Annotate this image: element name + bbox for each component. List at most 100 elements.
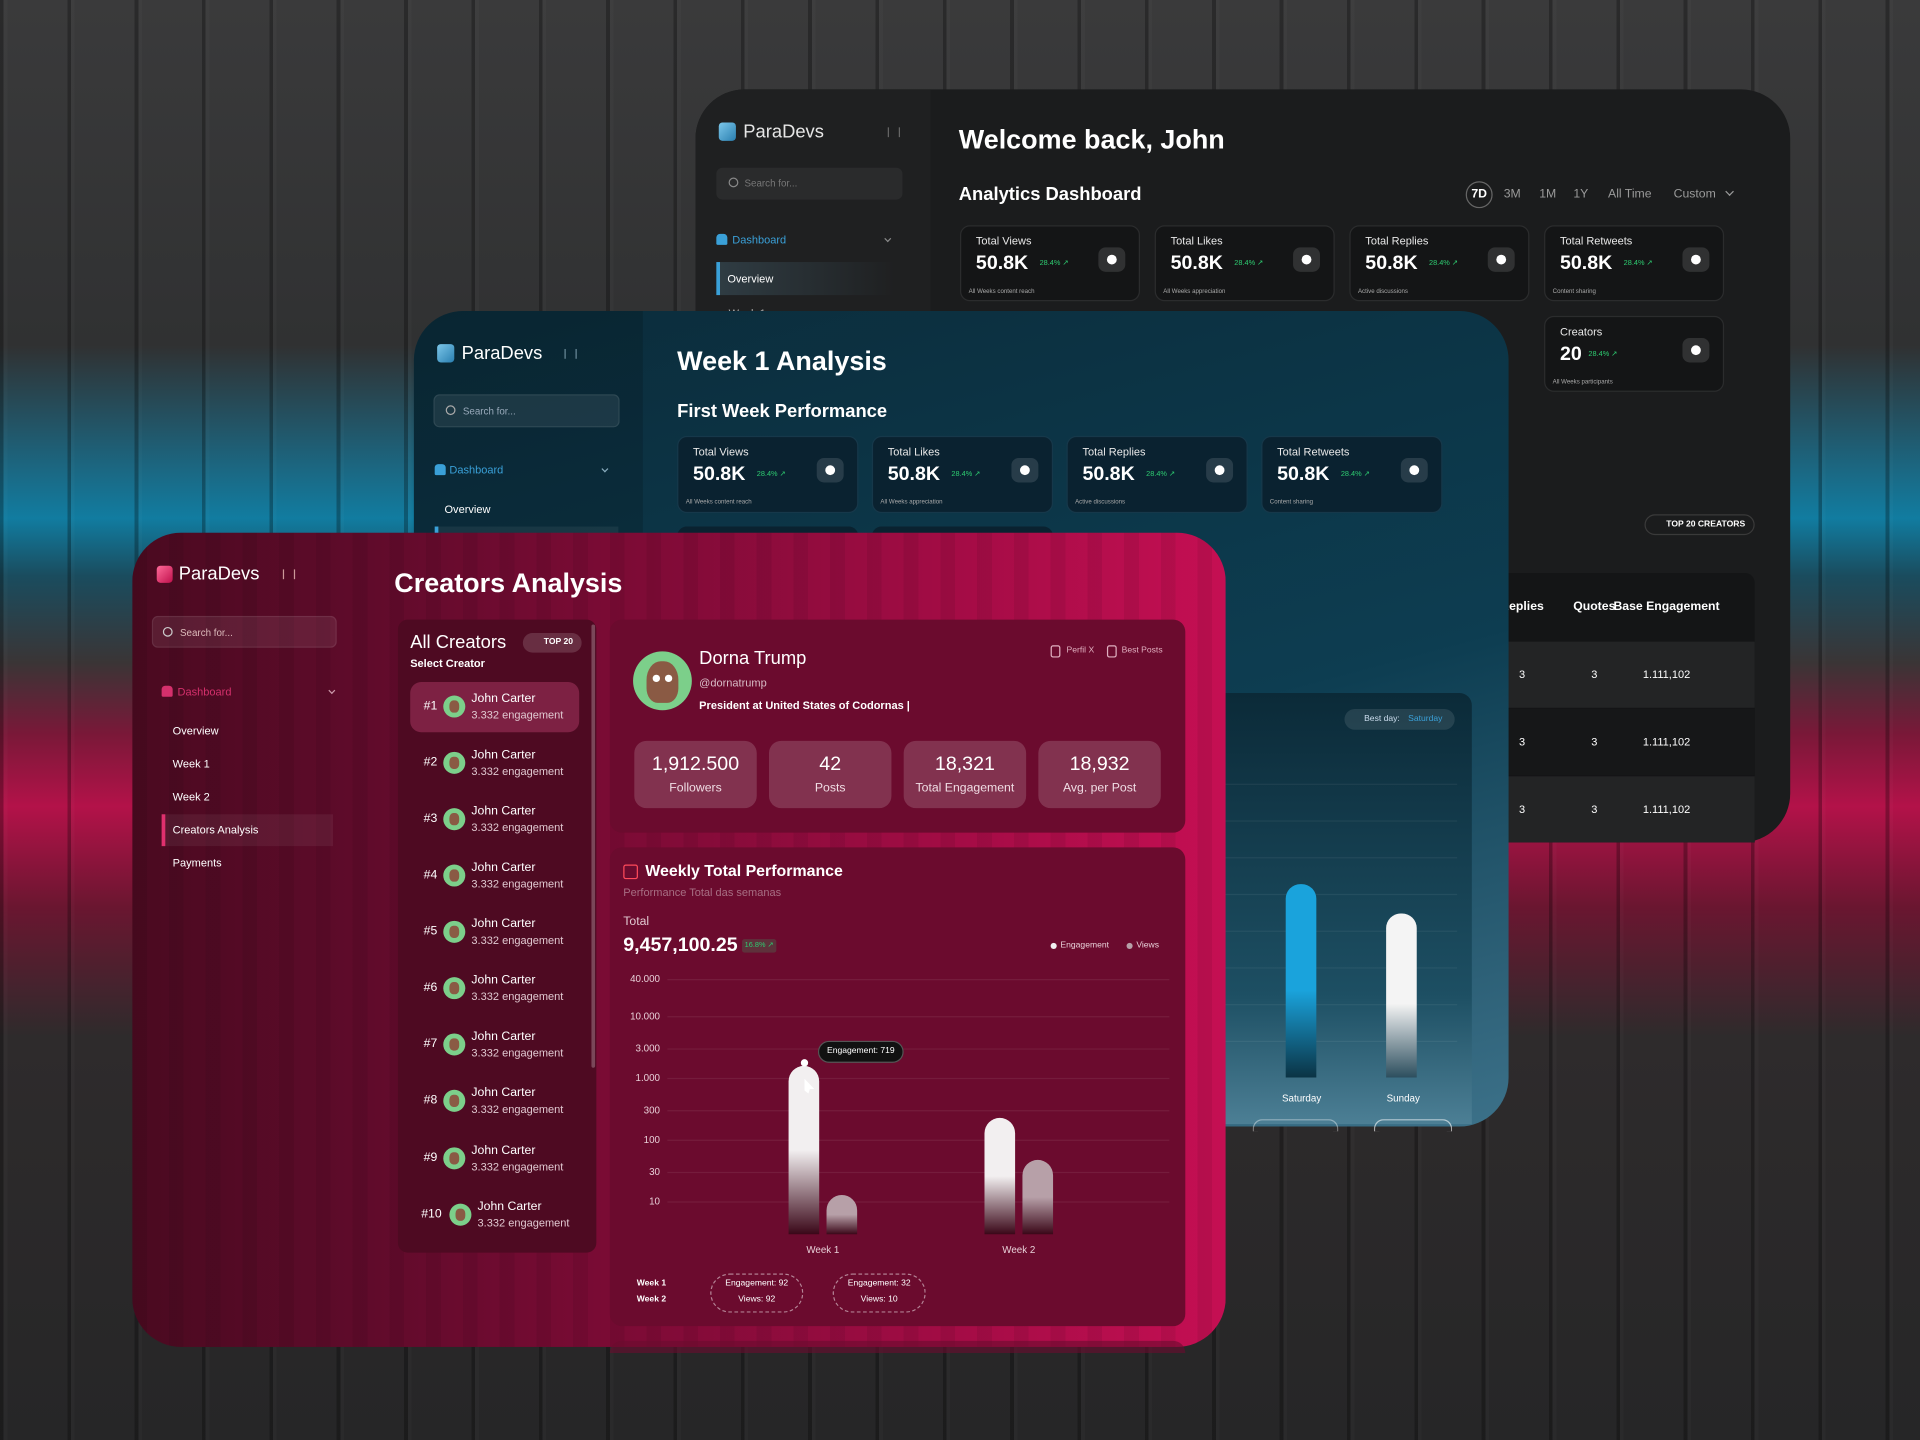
profile-link[interactable]: Best Posts (1121, 646, 1163, 656)
card-icon-glyph (1106, 254, 1117, 265)
day-bar (1285, 884, 1317, 1078)
card-value: 50.8K (1560, 253, 1613, 275)
search-box[interactable] (151, 615, 337, 648)
creator-name[interactable]: John Carter (471, 861, 536, 875)
creator-engagement: 3.332 engagement (471, 990, 564, 1003)
creator-rank[interactable]: #10 (421, 1207, 442, 1222)
y-tick-label: 100 (644, 1135, 661, 1146)
chart-subtitle: Performance Total das semanas (623, 886, 782, 899)
creator-rank[interactable]: #7 (423, 1037, 438, 1051)
logo (437, 344, 455, 363)
legend-label: Engagement (1060, 940, 1110, 950)
y-tick-label: 1.000 (636, 1073, 661, 1084)
card-change: 28.4% ↗ (1340, 470, 1370, 479)
creator-rank[interactable]: #3 (423, 812, 438, 826)
table-cell: 1.111,102 (1642, 735, 1691, 748)
creator-name[interactable]: John Carter (471, 692, 536, 706)
stat-value: 18,932 (1069, 754, 1130, 775)
creator-rank[interactable]: #6 (423, 981, 438, 995)
chart: 40.000 10.000 3.000 1.000 300 100 30 10 Week 1 We… (630, 974, 1170, 1256)
table-cell: 3 (1591, 668, 1598, 681)
nav-item[interactable]: Creators Analysis (172, 823, 259, 837)
card-label: Total Replies (1082, 445, 1146, 458)
brand: ParaDevs (178, 563, 260, 585)
tooltip-dot (800, 1059, 809, 1067)
best-day-value: Saturday (1408, 715, 1443, 724)
creator-name[interactable]: John Carter (471, 804, 536, 819)
range-option[interactable]: Custom (1673, 187, 1716, 202)
profile-avatar-eye (652, 674, 660, 683)
creator-rank[interactable]: #4 (423, 868, 438, 882)
nav-item[interactable]: Dashboard (177, 685, 232, 698)
total-label: Total (623, 915, 650, 929)
creator-name[interactable]: John Carter (471, 1030, 536, 1044)
creator-name[interactable]: John Carter (471, 1086, 536, 1100)
grid-line (1224, 930, 1458, 932)
grid-line (1224, 1040, 1458, 1043)
stat-value: 1,912.500 (651, 754, 740, 775)
chart-title: Weekly Total Performance (645, 861, 843, 880)
creator-name[interactable]: John Carter (477, 1200, 542, 1214)
range-option[interactable]: 7D (1471, 187, 1488, 202)
range-option[interactable]: 1Y (1573, 187, 1589, 202)
day-bar (1386, 913, 1417, 1078)
list-subtitle: Select Creator (410, 657, 485, 670)
creator-avatar-face (449, 925, 460, 938)
creator-rank[interactable]: #9 (423, 1151, 438, 1165)
nav-item[interactable]: Overview (172, 724, 219, 737)
card-label: Creators (1560, 325, 1603, 338)
creator-engagement: 3.332 engagement (477, 1216, 570, 1230)
grid-line (1224, 783, 1458, 785)
stat-box (1038, 740, 1161, 809)
range-option[interactable]: 3M (1503, 187, 1521, 202)
grid-line (1224, 967, 1458, 969)
card-icon-glyph (1301, 254, 1312, 265)
creator-name[interactable]: John Carter (471, 1143, 536, 1158)
creator-avatar-face (449, 982, 460, 995)
table-cell: 3 (1518, 668, 1526, 681)
day-label: Sunday (1386, 1092, 1420, 1104)
search-icon (445, 405, 456, 416)
range-option[interactable]: All Time (1608, 187, 1652, 202)
search-box[interactable] (716, 167, 903, 200)
nav-item[interactable]: Dashboard (449, 463, 504, 477)
y-tick-label: 40.000 (630, 974, 660, 985)
card-label: Total Likes (1170, 234, 1223, 248)
tooltip (817, 1040, 904, 1063)
best-day-pill (1344, 708, 1455, 730)
creator-avatar-face (449, 1094, 460, 1107)
creator-rank[interactable]: #5 (423, 924, 438, 939)
creator-name[interactable]: John Carter (471, 973, 536, 988)
creator-avatar-face (449, 1038, 460, 1051)
chart-icon (623, 864, 638, 880)
list-title: All Creators (410, 632, 507, 654)
nav-item[interactable]: Week 1 (172, 757, 210, 770)
table-cell: 3 (1591, 735, 1598, 748)
card-label: Total Views (693, 445, 749, 458)
creator-rank[interactable]: #2 (423, 755, 438, 770)
nav-item[interactable]: Dashboard (732, 233, 787, 246)
card-icon-glyph (1691, 254, 1701, 265)
search-box[interactable] (433, 394, 620, 428)
nav-item[interactable]: Payments (172, 856, 222, 870)
page-subtitle: First Week Performance (677, 400, 888, 422)
range-option[interactable]: 1M (1539, 187, 1557, 202)
creator-engagement: 3.332 engagement (471, 877, 564, 890)
creator-engagement: 3.332 engagement (471, 1103, 564, 1116)
summary-pill (832, 1273, 926, 1313)
creator-name[interactable]: John Carter (471, 748, 536, 762)
nav-item[interactable]: Week 2 (172, 790, 210, 804)
nav-item[interactable]: Overview (727, 272, 774, 286)
creator-rank[interactable]: #1 (423, 699, 438, 713)
creator-name[interactable]: John Carter (471, 917, 536, 931)
card-icon-glyph (1214, 465, 1225, 476)
card-note: All Weeks appreciation (880, 498, 943, 506)
creator-rank[interactable]: #8 (423, 1093, 438, 1108)
nav-item[interactable]: Overview (444, 503, 491, 516)
table-cell: 3 (1591, 803, 1598, 816)
profile-link[interactable]: Perfil X (1066, 646, 1095, 656)
cursor (804, 1078, 815, 1094)
creator-avatar-face (449, 869, 460, 882)
summary-week: Week 1 (636, 1279, 667, 1289)
grid-line (1224, 1004, 1458, 1006)
